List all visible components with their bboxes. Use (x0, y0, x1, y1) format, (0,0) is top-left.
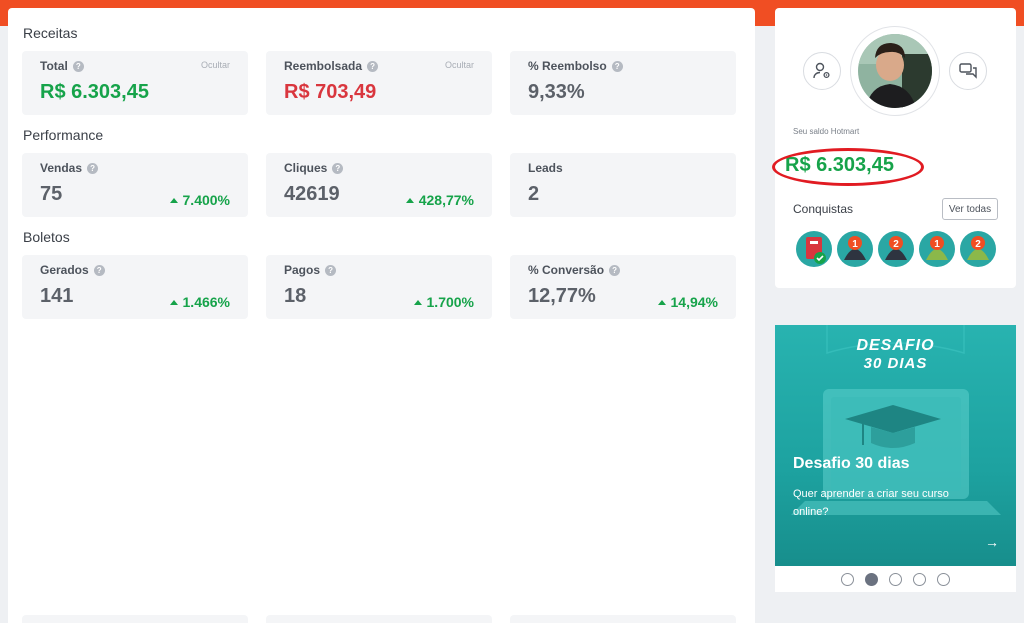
saldo-label: Seu saldo Hotmart (793, 127, 860, 136)
card-conversao: % Conversão? 12,77% 14,94% (510, 255, 736, 319)
promo-heading: Desafio 30 dias (793, 455, 910, 472)
pct-reembolso-value: 9,33% (528, 81, 585, 103)
carousel-dots (775, 566, 1016, 592)
trend-value: 14,94% (670, 294, 718, 310)
help-icon[interactable]: ? (87, 162, 99, 174)
card-label: Total (40, 59, 68, 73)
trend-up-icon (405, 197, 414, 203)
badge-verified-icon[interactable] (795, 230, 833, 268)
hide-link[interactable]: Ocultar (444, 60, 474, 70)
card-label: Cliques (284, 161, 328, 175)
badge-number: 1 (934, 239, 940, 250)
carousel-dot[interactable] (889, 572, 902, 586)
trend-up-icon (169, 197, 178, 203)
help-icon[interactable]: ? (72, 60, 84, 72)
carousel-dot[interactable] (913, 572, 926, 586)
card-pct-reembolso: % Reembolso? 9,33% (510, 51, 736, 115)
highlight-circle (772, 148, 924, 186)
card-gerados: Gerados? 141 1.466% (22, 255, 248, 319)
help-icon[interactable]: ? (93, 264, 105, 276)
badge-icon[interactable]: 2 (877, 230, 915, 268)
badge-icon[interactable]: 1 (836, 230, 874, 268)
reembolsada-value: R$ 703,49 (284, 81, 377, 103)
card-vendas: Vendas? 75 7.400% (22, 153, 248, 217)
card-label: Pagos (284, 263, 321, 277)
hide-link[interactable]: Ocultar (200, 60, 230, 70)
user-settings-icon (813, 62, 830, 79)
cliques-value: 42619 (284, 183, 340, 205)
avatar[interactable] (858, 34, 932, 108)
promo-text: Quer aprender a criar seu curso online? (793, 488, 949, 518)
help-icon[interactable]: ? (609, 264, 621, 276)
card-placeholder (266, 615, 492, 623)
promo-banner-title: DESAFIO (856, 337, 935, 354)
card-leads: Leads 2 (510, 153, 736, 217)
carousel-dot[interactable] (937, 572, 950, 586)
total-value: R$ 6.303,45 (40, 81, 149, 103)
card-placeholder (22, 615, 248, 623)
trend-value: 1.466% (182, 294, 230, 310)
card-reembolsada: Reembolsada? Ocultar R$ 703,49 (266, 51, 492, 115)
trend-up-icon (169, 299, 178, 305)
conversao-value: 12,77% (528, 285, 596, 307)
leads-value: 2 (528, 183, 540, 205)
section-title-boletos: Boletos (23, 229, 70, 245)
trend-indicator: 1.466% (169, 294, 230, 310)
badge-icon[interactable]: 2 (959, 230, 997, 268)
section-title-receitas: Receitas (23, 25, 78, 41)
card-placeholder (510, 615, 736, 623)
trend-indicator: 428,77% (405, 192, 474, 208)
card-label: % Reembolso (528, 59, 607, 73)
arrow-right-icon[interactable]: → (985, 534, 999, 550)
conquistas-label: Conquistas (793, 202, 854, 216)
trend-value: 428,77% (418, 192, 474, 208)
trend-up-icon (413, 299, 422, 305)
badge-number: 1 (852, 239, 858, 250)
badge-number: 2 (893, 239, 899, 250)
profile-panel: Seu saldo Hotmart R$ 6.303,45 Conquistas… (772, 8, 1016, 288)
badge-icon[interactable]: 1 (918, 230, 956, 268)
help-icon[interactable]: ? (332, 162, 344, 174)
help-icon[interactable]: ? (325, 264, 337, 276)
trend-value: 1.700% (426, 294, 474, 310)
card-cliques: Cliques? 42619 428,77% (266, 153, 492, 217)
help-icon[interactable]: ? (367, 60, 379, 72)
dashboard-panel: Receitas Total? Ocultar R$ 6.303,45 Reem… (8, 8, 755, 623)
vendas-value: 75 (40, 183, 63, 205)
chat-icon (959, 63, 977, 79)
badge-number: 2 (975, 239, 981, 250)
help-icon[interactable]: ? (611, 60, 623, 72)
trend-value: 7.400% (182, 192, 230, 208)
carousel-dot[interactable] (841, 572, 854, 586)
promo-banner[interactable]: DESAFIO 30 DIAS Desafio 30 dias Quer apr… (775, 325, 1016, 566)
card-label: Reembolsada (284, 59, 363, 73)
trend-up-icon (657, 299, 666, 305)
card-label: Gerados (40, 263, 89, 277)
gerados-value: 141 (40, 285, 74, 307)
user-settings-button[interactable] (803, 52, 841, 90)
card-label: Leads (528, 161, 563, 175)
card-label: % Conversão (528, 263, 605, 277)
trend-indicator: 14,94% (657, 294, 718, 310)
pagos-value: 18 (284, 285, 307, 307)
section-title-performance: Performance (23, 127, 104, 143)
promo-banner-subtitle: 30 DIAS (863, 355, 928, 372)
trend-indicator: 1.700% (413, 294, 474, 310)
carousel-dot[interactable] (865, 572, 878, 586)
ver-todas-button[interactable]: Ver todas (942, 198, 998, 220)
card-total: Total? Ocultar R$ 6.303,45 (22, 51, 248, 115)
card-pagos: Pagos? 18 1.700% (266, 255, 492, 319)
laptop-graduation-illustration (791, 325, 1001, 515)
card-label: Vendas (40, 161, 83, 175)
chat-button[interactable] (949, 52, 987, 90)
trend-indicator: 7.400% (169, 192, 230, 208)
avatar-ring (850, 26, 940, 116)
